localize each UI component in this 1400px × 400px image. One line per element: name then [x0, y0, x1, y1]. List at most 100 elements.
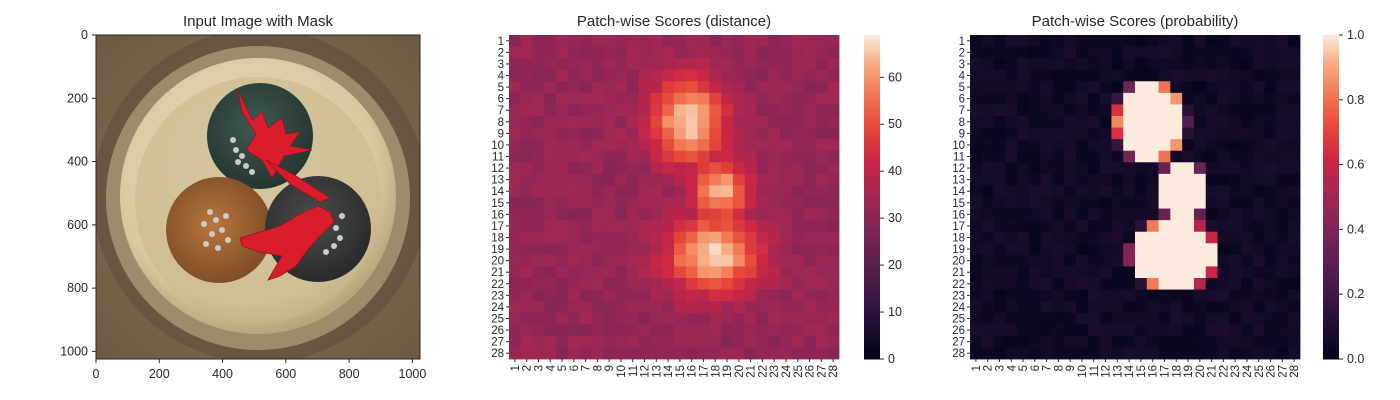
heatmap-cell [721, 289, 734, 302]
heatmap-cell [544, 92, 557, 105]
heatmap-cell [1288, 208, 1301, 221]
heatmap-cell [567, 324, 581, 337]
heatmap-cell [1229, 231, 1242, 244]
colorbar-segment [1323, 323, 1339, 328]
heatmap-cell [674, 208, 687, 221]
heatmap-cell [1123, 35, 1136, 47]
heatmap-cell [1076, 150, 1089, 163]
heatmap-cell [1252, 139, 1266, 152]
heatmap-cell [1005, 46, 1018, 59]
heatmap-cell [1193, 208, 1207, 221]
heatmap-cell [1040, 35, 1053, 47]
heatmap-cell [615, 301, 628, 314]
heatmap-cell [532, 46, 545, 59]
heatmap-cell [1028, 81, 1042, 94]
heatmap-cell [768, 220, 781, 233]
heatmap-row-label: 11 [953, 152, 965, 164]
colorbar-segment [1323, 296, 1339, 301]
heatmap-cell [1252, 150, 1266, 163]
heatmap-cell [1170, 139, 1183, 152]
heatmap-cell [815, 324, 828, 337]
heatmap-cell [744, 289, 757, 302]
heatmap-cell [1052, 127, 1065, 140]
heatmap-cell [567, 197, 581, 209]
heatmap-cell [744, 208, 757, 221]
heatmap-cell [1087, 139, 1101, 152]
heatmap-cell [615, 127, 628, 140]
heatmap-cell [827, 127, 840, 140]
heatmap-cell [1087, 173, 1101, 186]
heatmap-cell [1076, 35, 1089, 47]
heatmap-cell [1146, 162, 1159, 175]
heatmap-cell [1146, 266, 1159, 279]
heatmap-cell [615, 220, 628, 233]
heatmap-cell [1241, 289, 1254, 302]
heatmap-cell [709, 104, 722, 117]
colorbar-segment [864, 242, 880, 247]
heatmap-cell [532, 104, 545, 117]
heatmap-cell [756, 150, 769, 163]
colorbar-segment [1323, 126, 1339, 130]
heatmap-cell [1276, 231, 1289, 244]
heatmap-cell [993, 81, 1006, 94]
heatmap-cell [1099, 116, 1112, 128]
colorbar-tick-label: 0.2 [1347, 287, 1364, 301]
heatmap-cell [1182, 150, 1195, 163]
heatmap-cell [674, 150, 687, 163]
panel1-y-tick-label: 800 [67, 281, 88, 295]
colorbar-segment [1323, 107, 1339, 112]
heatmap-cell [1017, 46, 1030, 59]
colorbar-segment [1323, 240, 1339, 244]
heatmap-cell [544, 35, 557, 47]
heatmap-cell [697, 69, 710, 82]
heatmap-cell [1064, 69, 1077, 82]
heatmap-cell [791, 278, 805, 290]
heatmap-cell [1135, 104, 1148, 117]
heatmap-cell [1170, 266, 1183, 279]
heatmap-cell [1193, 266, 1207, 279]
heatmap-cell [1064, 139, 1077, 152]
colorbar-segment [864, 145, 880, 149]
heatmap-cell [732, 127, 746, 140]
heatmap-cell [1135, 208, 1148, 221]
colorbar-segment [864, 180, 880, 184]
heatmap-cell [1087, 289, 1101, 302]
heatmap-cell [1040, 127, 1053, 140]
heatmap-cell [650, 46, 663, 59]
heatmap-cell [803, 220, 816, 233]
heatmap-cell [662, 104, 675, 117]
heatmap-cell [1158, 46, 1171, 59]
colorbar-tick-label: 0.8 [1347, 93, 1364, 107]
heatmap-row-label: 22 [491, 279, 504, 291]
heatmap-cell [732, 46, 746, 59]
heatmap-cell [1182, 335, 1195, 348]
heatmap-cell [579, 324, 592, 337]
heatmap-cell [697, 46, 710, 59]
heatmap-cell [520, 266, 533, 279]
heatmap-row-label: 17 [491, 221, 504, 233]
heatmap-cell [544, 185, 557, 198]
heatmap-cell [756, 162, 769, 175]
colorbar-segment [1323, 53, 1339, 58]
heatmap-cell [603, 324, 616, 337]
heatmap-cell [615, 58, 628, 71]
heatmap-cell [650, 173, 663, 186]
heatmap-cell [626, 162, 640, 175]
colorbar-segment [864, 70, 880, 74]
heatmap-row-label: 18 [952, 233, 965, 245]
colorbar-segment [1323, 183, 1339, 187]
heatmap-cell [615, 69, 628, 82]
heatmap-cell [532, 58, 545, 71]
panel1-x-tick-label: 1000 [399, 367, 427, 381]
heatmap-cell [970, 278, 983, 290]
heatmap-cell [532, 35, 545, 47]
colorbar-tick-label: 50 [888, 117, 902, 131]
panel2-title: Patch-wise Scores (distance) [577, 13, 771, 30]
heatmap-col-label: 20 [734, 365, 746, 378]
heatmap-cell [756, 208, 769, 221]
heatmap-cell [662, 289, 675, 302]
heatmap-cell [556, 301, 569, 314]
colorbar-segment [1323, 342, 1339, 346]
heatmap-row-label: 3 [959, 59, 965, 71]
heatmap-cell [744, 104, 757, 117]
